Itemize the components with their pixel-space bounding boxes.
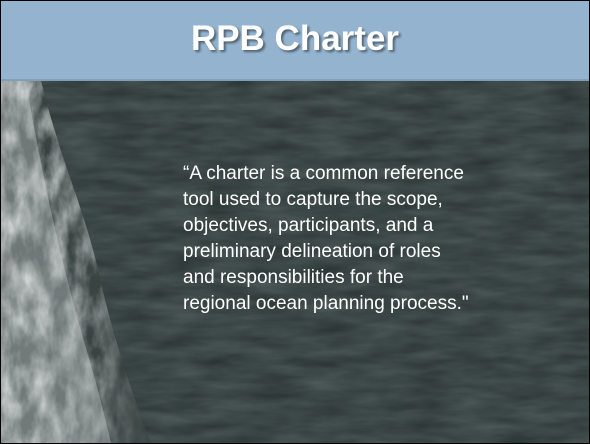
slide: RPB Charter “A charter is a common refer… — [0, 0, 590, 444]
slide-title: RPB Charter — [1, 19, 589, 59]
quote-line: and responsibilities for the — [183, 265, 469, 291]
quote-line: regional ocean planning process." — [183, 291, 469, 317]
quote-line: preliminary delineation of roles — [183, 239, 469, 265]
quote-line: tool used to capture the scope, — [183, 187, 469, 213]
quote-line: objectives, participants, and a — [183, 213, 469, 239]
quote-line: “A charter is a common reference — [183, 161, 469, 187]
